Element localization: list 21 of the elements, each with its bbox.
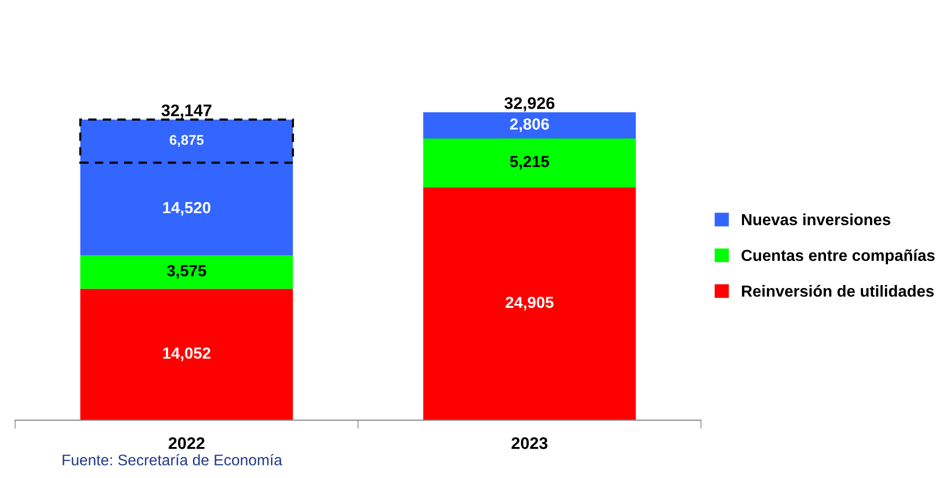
legend-label: Reinversión de utilidades xyxy=(742,284,934,297)
legend-label: Cuentas entre compañías xyxy=(742,249,935,264)
legend-label: Nuevas inversiones xyxy=(742,214,890,226)
x-tick-label: 2022 xyxy=(168,437,204,450)
source-note: Fuente: Secretaría de Economía xyxy=(62,454,282,466)
data-label: 14,520 xyxy=(163,202,210,216)
annotation: 6,875 xyxy=(170,135,204,147)
x-tick-label: 2023 xyxy=(512,437,548,450)
data-label: 2,806 xyxy=(510,118,549,132)
data-label: 3,575 xyxy=(166,265,206,279)
total-label: 32,147 xyxy=(161,104,212,119)
bar xyxy=(80,288,293,420)
bar xyxy=(80,255,293,289)
bar xyxy=(423,112,636,139)
bar xyxy=(80,120,293,256)
data-label: 24,905 xyxy=(506,296,554,310)
data-label: 14,052 xyxy=(163,347,210,362)
bar xyxy=(423,138,636,188)
total-label: 32,926 xyxy=(504,97,554,112)
data-label: 5,215 xyxy=(510,156,550,170)
bar xyxy=(423,187,636,420)
